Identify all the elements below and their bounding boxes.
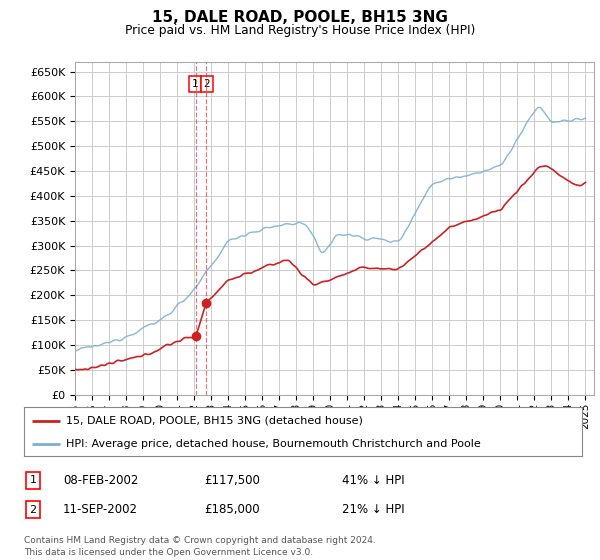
Text: 41% ↓ HPI: 41% ↓ HPI xyxy=(342,474,404,487)
Text: 1: 1 xyxy=(29,475,37,486)
Text: £117,500: £117,500 xyxy=(204,474,260,487)
Text: 15, DALE ROAD, POOLE, BH15 3NG (detached house): 15, DALE ROAD, POOLE, BH15 3NG (detached… xyxy=(66,416,363,426)
Text: 21% ↓ HPI: 21% ↓ HPI xyxy=(342,503,404,516)
Text: Price paid vs. HM Land Registry's House Price Index (HPI): Price paid vs. HM Land Registry's House … xyxy=(125,24,475,36)
Text: Contains HM Land Registry data © Crown copyright and database right 2024.
This d: Contains HM Land Registry data © Crown c… xyxy=(24,536,376,557)
Text: 11-SEP-2002: 11-SEP-2002 xyxy=(63,503,138,516)
Text: £185,000: £185,000 xyxy=(204,503,260,516)
Text: HPI: Average price, detached house, Bournemouth Christchurch and Poole: HPI: Average price, detached house, Bour… xyxy=(66,439,481,449)
Text: 08-FEB-2002: 08-FEB-2002 xyxy=(63,474,139,487)
Text: 1: 1 xyxy=(191,79,198,89)
Text: 2: 2 xyxy=(29,505,37,515)
Text: 15, DALE ROAD, POOLE, BH15 3NG: 15, DALE ROAD, POOLE, BH15 3NG xyxy=(152,10,448,25)
Text: 2: 2 xyxy=(203,79,210,89)
